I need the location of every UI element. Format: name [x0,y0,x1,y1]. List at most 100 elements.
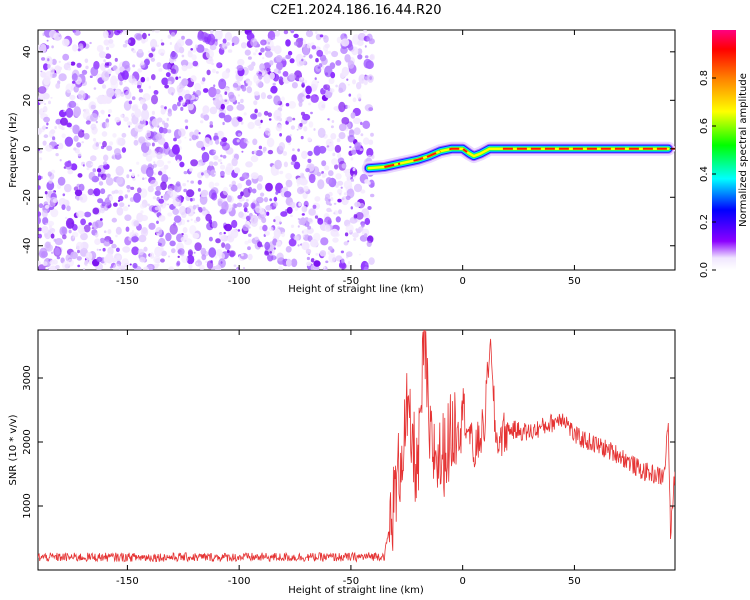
noise-speck [123,79,127,83]
noise-speck [73,85,79,93]
noise-speck [52,230,55,233]
noise-speck [83,108,90,114]
noise-speck [63,109,66,113]
noise-speck [257,175,263,182]
noise-speck [98,115,101,118]
noise-speck [246,86,253,94]
noise-speck [90,163,94,166]
noise-speck [254,119,263,126]
noise-speck [203,114,210,121]
noise-speck [96,248,99,251]
noise-speck [211,220,218,229]
noise-speck [352,167,356,172]
noise-speck [83,224,91,233]
noise-speck [273,215,282,226]
noise-speck [341,197,345,201]
noise-speck [313,260,321,267]
noise-speck [116,207,124,216]
noise-speck [289,201,296,209]
noise-speck [54,247,61,256]
noise-speck [102,161,108,166]
noise-speck [302,96,306,101]
noise-speck [54,126,57,130]
noise-speck [364,45,367,48]
noise-speck [352,232,359,238]
noise-speck [129,197,135,203]
noise-speck [103,258,109,263]
noise-speck [334,144,342,153]
noise-speck [151,118,160,128]
noise-speck [303,55,306,58]
noise-speck [282,151,288,156]
noise-speck [368,139,374,145]
noise-speck [319,34,324,38]
noise-speck [227,49,233,53]
noise-speck [318,145,327,154]
noise-speck [167,160,171,164]
noise-speck [142,93,151,101]
noise-speck [247,253,253,261]
noise-speck [214,132,218,136]
noise-speck [229,251,235,258]
noise-speck [260,192,265,197]
noise-speck [283,30,289,35]
noise-speck [222,38,227,44]
spectrogram-x-axis-label: Height of straight line (km) [288,284,424,295]
noise-speck [237,94,241,97]
noise-speck [258,145,263,150]
noise-speck [213,98,221,106]
noise-speck [147,185,154,193]
noise-speck [160,105,164,109]
noise-speck [196,44,205,53]
noise-speck [313,128,316,131]
noise-speck [299,122,303,127]
noise-speck [65,217,75,229]
noise-speck [101,173,107,181]
noise-speck [131,246,140,256]
noise-speck [264,241,271,250]
noise-speck [150,266,153,269]
noise-speck [183,171,188,175]
noise-speck [140,117,144,122]
noise-speck [350,178,355,182]
noise-speck [64,216,68,219]
noise-speck [273,68,280,74]
noise-speck [352,174,356,180]
noise-speck [101,70,110,82]
noise-speck [328,50,332,54]
noise-speck [105,177,114,186]
noise-speck [338,87,344,94]
noise-speck [236,139,240,143]
noise-speck [73,186,79,191]
noise-speck [70,163,78,171]
noise-speck [328,77,335,85]
noise-speck [236,202,243,208]
noise-speck [353,117,361,125]
noise-speck [118,195,124,202]
noise-speck [202,77,206,82]
noise-speck [162,62,171,70]
colorbar: 0.0 0.2 0.4 0.6 0.8 Normalized spectral ampl… [699,30,749,278]
snr-x-axis-label: Height of straight line (km) [288,585,424,596]
noise-speck [223,87,231,93]
noise-speck [61,127,65,131]
noise-speck [217,198,223,204]
noise-speck [331,158,339,166]
noise-speck [62,234,67,240]
noise-speck [118,189,123,195]
noise-speck [197,179,202,185]
noise-speck [173,185,178,191]
noise-speck [190,159,199,167]
noise-speck [366,147,374,158]
noise-speck [197,32,205,41]
noise-speck [123,116,129,122]
noise-speck [347,261,351,265]
x-tick-label: 50 [568,276,581,287]
noise-speck [140,226,149,237]
noise-speck [302,234,305,238]
noise-speck [137,68,143,73]
noise-speck [97,198,104,204]
noise-speck [193,251,196,254]
noise-speck [340,186,343,189]
noise-speck [133,80,138,85]
